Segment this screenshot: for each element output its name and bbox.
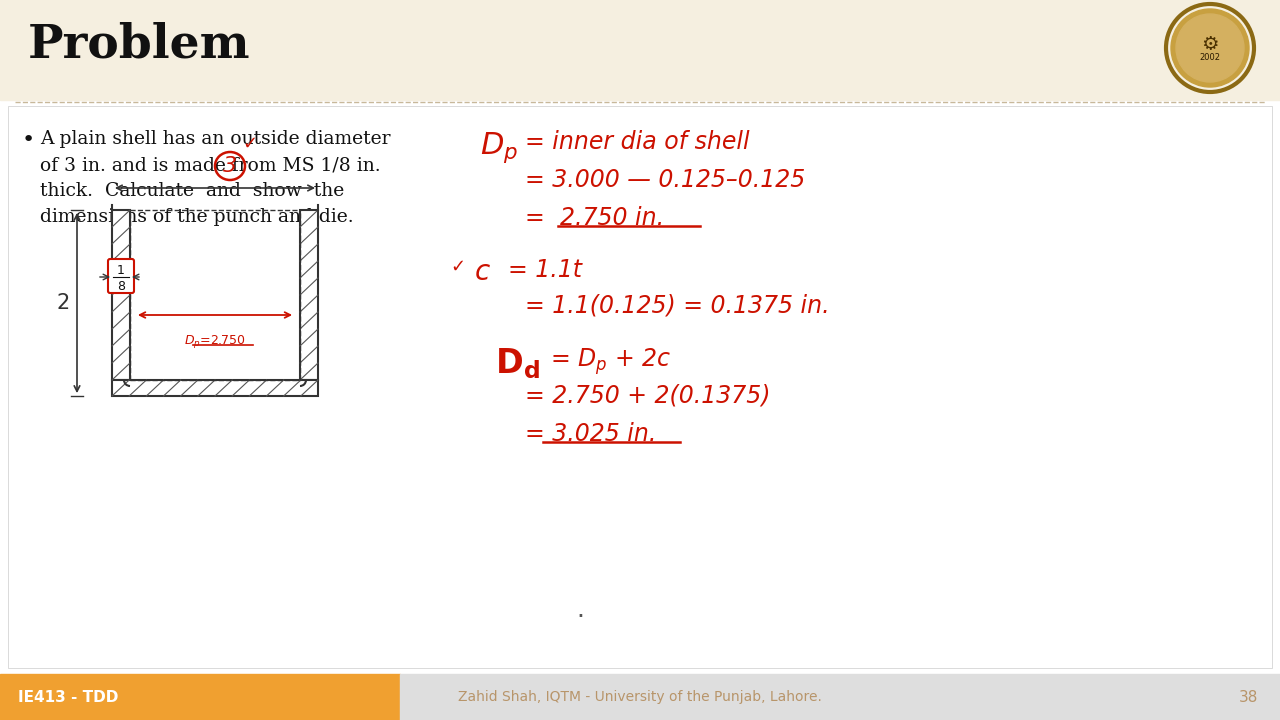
Text: ✓: ✓ [242, 135, 257, 153]
Text: 38: 38 [1239, 690, 1258, 704]
Text: = 2.750 + 2(0.1375): = 2.750 + 2(0.1375) [525, 384, 771, 408]
Bar [300, 210, 317, 380]
Text: = 3.000 — 0.125–0.125: = 3.000 — 0.125–0.125 [525, 168, 805, 192]
Text: •: • [22, 130, 36, 150]
Circle shape [1176, 14, 1244, 82]
Text: .: . [576, 598, 584, 622]
Text: 8: 8 [116, 281, 125, 294]
Text: ✓: ✓ [451, 258, 465, 276]
Text: of 3 in. and is made from MS 1/8 in.: of 3 in. and is made from MS 1/8 in. [40, 156, 380, 174]
Text: =: = [525, 206, 552, 230]
Bar [0, 674, 399, 720]
Text: dimensions of the punch and die.: dimensions of the punch and die. [40, 208, 353, 226]
Text: thick.  Calculate  and  show  the: thick. Calculate and show the [40, 182, 344, 200]
Text: 3: 3 [223, 156, 237, 176]
Bar [113, 210, 131, 380]
Text: = 1.1t: = 1.1t [508, 258, 582, 282]
Text: A plain shell has an outside diameter: A plain shell has an outside diameter [40, 130, 390, 148]
Text: Zahid Shah, IQTM - University of the Punjab, Lahore.: Zahid Shah, IQTM - University of the Pun… [458, 690, 822, 704]
Text: $D_p$=2.750: $D_p$=2.750 [184, 333, 246, 350]
Text: $D_p$: $D_p$ [480, 130, 518, 165]
Bar [399, 674, 1280, 720]
Bar [8, 106, 1272, 668]
Text: c: c [475, 258, 490, 286]
Text: = 3.025 in.: = 3.025 in. [525, 422, 657, 446]
Text: = $D_p$ + 2c: = $D_p$ + 2c [550, 346, 671, 377]
Text: 1: 1 [116, 264, 125, 276]
Text: 2.750 in.: 2.750 in. [561, 206, 664, 230]
Bar [0, 0, 1280, 100]
Text: = 1.1(0.125) = 0.1375 in.: = 1.1(0.125) = 0.1375 in. [525, 294, 829, 318]
Text: $\mathbf{D_d}$: $\mathbf{D_d}$ [495, 346, 540, 381]
Text: ⚙: ⚙ [1201, 35, 1219, 53]
Text: 2: 2 [56, 293, 69, 313]
Text: 2002: 2002 [1199, 53, 1221, 63]
Text: IE413 - TDD: IE413 - TDD [18, 690, 118, 704]
Text: = inner dia of shell: = inner dia of shell [525, 130, 750, 154]
Circle shape [1171, 9, 1249, 87]
FancyBboxPatch shape [108, 259, 134, 293]
Bar [113, 380, 317, 396]
Text: Problem: Problem [28, 22, 251, 68]
